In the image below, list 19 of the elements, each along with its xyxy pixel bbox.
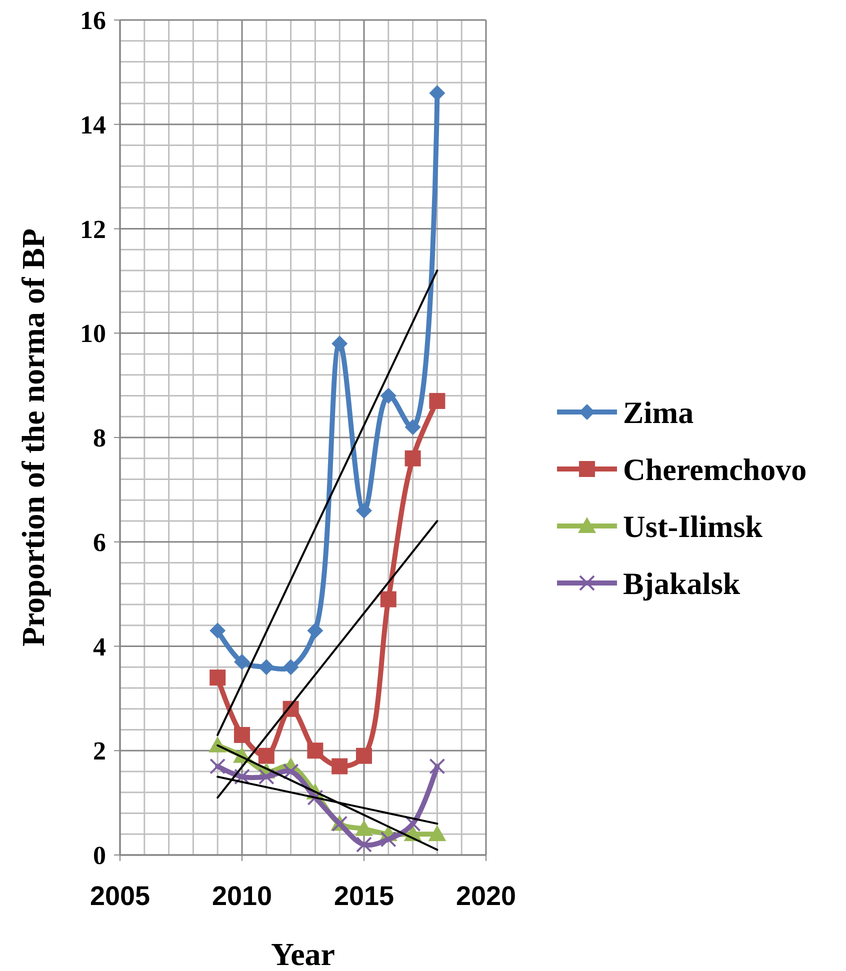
y-tick-label: 8: [93, 424, 106, 453]
legend-label: Ust-Ilimsk: [623, 508, 764, 544]
y-tick-label: 10: [80, 319, 106, 348]
x-tick-label: 2015: [334, 881, 394, 911]
y-tick-label: 4: [93, 632, 106, 662]
y-tick-label: 2: [93, 736, 106, 766]
y-tick-label: 6: [93, 528, 106, 557]
y-tick-label: 16: [80, 6, 106, 36]
y-tick-label: 14: [80, 110, 106, 140]
x-tick-label: 2020: [456, 881, 516, 911]
x-axis-title: Year: [271, 936, 335, 971]
x-tick-label: 2005: [90, 881, 150, 911]
y-axis-title: Proportion of the norma of BP: [15, 228, 51, 647]
legend-label: Bjakalsk: [623, 566, 741, 601]
y-tick-label: 12: [80, 214, 106, 244]
legend-label: Cheremchovo: [623, 452, 807, 487]
y-tick-label: 0: [93, 841, 106, 870]
x-tick-label: 2010: [212, 881, 272, 911]
legend-label: Zima: [623, 394, 694, 430]
